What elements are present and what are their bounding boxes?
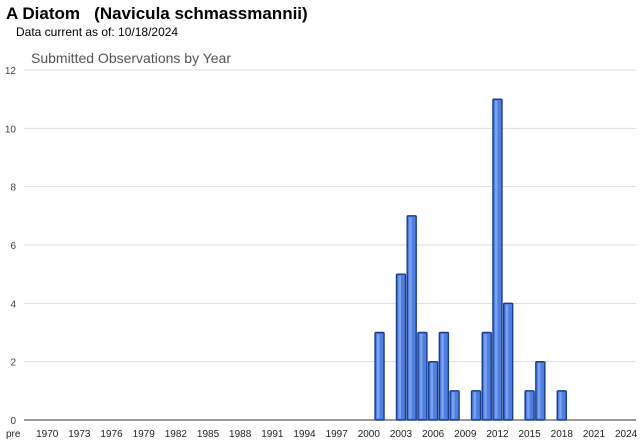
x-tick-label: 1991 [261, 429, 284, 440]
y-tick-label: 12 [5, 66, 17, 77]
bar-highlight [494, 100, 498, 419]
x-tick-label: 2024 [615, 429, 638, 440]
bar-highlight [419, 334, 423, 419]
x-tick-label: 2015 [518, 429, 541, 440]
x-tick-label: 2006 [422, 429, 445, 440]
bar-highlight [505, 304, 509, 419]
x-tick-label: 1997 [326, 429, 349, 440]
bar-highlight [484, 334, 487, 419]
x-tick-label: 2012 [486, 429, 509, 440]
y-tick-label: 10 [5, 124, 17, 135]
x-tick-label: 2018 [551, 429, 574, 440]
bar-highlight [430, 363, 434, 419]
bar-highlight [398, 275, 401, 419]
bar-highlight [409, 217, 412, 419]
x-tick-label: 1973 [68, 429, 91, 440]
x-tick-label: 1982 [165, 429, 188, 440]
page-title: A Diatom (Navicula schmassmannii) [6, 4, 308, 23]
bar-highlight [452, 392, 455, 419]
bar-highlight [559, 392, 562, 419]
x-tick-label: 1979 [133, 429, 156, 440]
y-tick-label: 6 [10, 241, 16, 252]
x-tick-label: 1994 [293, 429, 316, 440]
x-tick-label: 2021 [583, 429, 606, 440]
bar-highlight [527, 392, 530, 419]
x-tick-label: 1988 [229, 429, 252, 440]
x-tick-label: 2009 [454, 429, 477, 440]
x-tick-label: 2000 [358, 429, 381, 440]
bar-highlight [441, 334, 444, 419]
y-tick-label: 0 [10, 416, 16, 427]
x-tick-label: 1985 [197, 429, 220, 440]
bar-highlight [537, 363, 541, 419]
y-tick-label: 4 [10, 299, 16, 310]
y-tick-label: 2 [10, 358, 16, 369]
x-tick-label: pre [6, 429, 21, 440]
x-tick-label: 2003 [390, 429, 413, 440]
data-current-date: Data current as of: 10/18/2024 [16, 25, 179, 39]
x-tick-label: 1970 [36, 429, 59, 440]
bar-highlight [473, 392, 477, 419]
x-tick-label: 1976 [100, 429, 123, 440]
bar-highlight [377, 334, 380, 419]
y-tick-label: 8 [10, 183, 16, 194]
chart-title: Submitted Observations by Year [31, 50, 231, 66]
